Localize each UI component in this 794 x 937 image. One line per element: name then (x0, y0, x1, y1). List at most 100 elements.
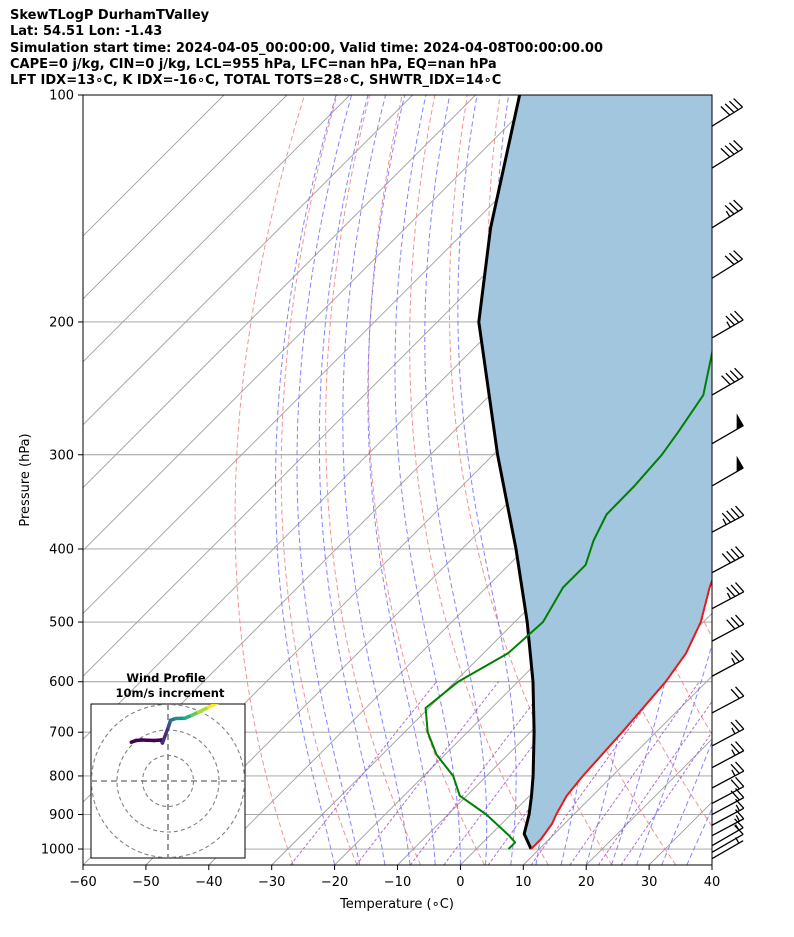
dry-adiabat (448, 95, 613, 865)
chart-header: SkewTLogP DurhamTValley Lat: 54.51 Lon: … (10, 8, 790, 89)
wind-barb (711, 98, 743, 127)
y-tick-label: 1000 (41, 843, 74, 858)
mixing-ratio-line (569, 681, 700, 865)
isotherm (83, 95, 351, 363)
inset-title: Wind Profile (126, 671, 206, 685)
moist-adiabat (636, 642, 712, 865)
x-tick-label: 30 (641, 875, 658, 890)
x-tick-label: −30 (258, 875, 285, 890)
isotherm (711, 864, 712, 865)
moist-adiabat (275, 95, 337, 865)
cape-line: CAPE=0 j/kg, CIN=0 j/kg, LCL=955 hPa, LF… (10, 56, 497, 72)
moist-adiabat (424, 95, 488, 865)
y-axis-label: Pressure (hPa) (18, 433, 33, 526)
x-tick-label: 0 (456, 875, 464, 890)
x-tick-label: −40 (195, 875, 222, 890)
isotherm (397, 549, 712, 865)
moist-adiabat (686, 807, 712, 865)
isotherm (83, 95, 288, 300)
x-tick-label: −50 (132, 875, 159, 890)
y-tick-label: 800 (49, 769, 74, 784)
dry-adiabat (761, 95, 794, 865)
wind-barbs (711, 98, 745, 860)
y-tick-label: 500 (49, 616, 74, 631)
profile-lines (424, 95, 712, 850)
cin-shading (478, 95, 712, 849)
mixing-ratio-line (530, 681, 664, 865)
dry-adiabat (325, 95, 422, 865)
x-tick-label: −10 (384, 875, 411, 890)
y-tick-label: 400 (49, 542, 74, 557)
mixing-ratio-line (620, 731, 712, 865)
dry-adiabat (234, 95, 305, 865)
wind-barb (711, 761, 745, 789)
isotherm (83, 95, 225, 237)
wind-barb (711, 776, 745, 804)
temperature-line (530, 577, 712, 850)
moist-adiabat (296, 95, 361, 865)
isotherm (334, 486, 712, 865)
x-tick-label: −60 (69, 875, 96, 890)
wind-barb (711, 455, 744, 487)
wind-barb (711, 199, 743, 229)
hodograph-segment (160, 724, 171, 745)
wind-barb (711, 614, 745, 642)
mixing-ratio-line (290, 681, 437, 865)
x-tick-label: 20 (578, 875, 595, 890)
moist-adiabat (610, 95, 685, 865)
index-line: LFT IDX=13∘C, K IDX=-16∘C, TOTAL TOTS=28… (10, 73, 502, 89)
wind-barb (711, 546, 745, 574)
x-tick-label: 10 (515, 875, 532, 890)
isotherm (83, 95, 476, 489)
dry-adiabat (409, 95, 549, 865)
parcel-shading (478, 95, 712, 849)
moist-adiabat (661, 740, 712, 865)
y-tick-label: 600 (49, 675, 74, 690)
isotherm (83, 95, 414, 426)
wind-barb (711, 139, 743, 169)
x-tick-label: −20 (321, 875, 348, 890)
isotherm (83, 95, 602, 615)
x-axis-label: Temperature (∘C) (339, 897, 454, 912)
station-title: SkewTLogP DurhamTValley (10, 8, 210, 23)
inset-subtitle: 10m/s increment (116, 686, 225, 700)
wind-barb (711, 686, 745, 714)
y-tick-label: 300 (49, 448, 74, 463)
wind-barb (711, 809, 745, 837)
wind-barb (711, 413, 744, 445)
wind-barb (711, 310, 744, 339)
simulation-time-line: Simulation start time: 2024-04-05_00:00:… (10, 40, 603, 56)
dewpoint-line (424, 348, 712, 850)
dry-adiabat (367, 95, 485, 865)
moist-adiabat (367, 95, 436, 865)
hodograph-segment (207, 704, 219, 709)
wind-barb (711, 818, 744, 847)
x-tick-label: 40 (704, 875, 721, 890)
moist-adiabat (342, 95, 411, 865)
mixing-ratio-line (409, 681, 550, 865)
y-tick-label: 700 (49, 726, 74, 741)
isotherm (522, 675, 712, 865)
wind-barb (711, 837, 744, 860)
y-tick-label: 200 (49, 315, 74, 330)
dry-adiabat (280, 95, 358, 865)
x-axis-ticks: −60 −50 −40 −30 −20 −10 0 10 20 30 40 (69, 865, 720, 890)
hodograph-segment (196, 705, 211, 714)
isotherm (83, 95, 539, 552)
wind-barb (711, 719, 745, 747)
y-tick-label: 100 (49, 89, 74, 104)
mixing-ratio-line (597, 700, 712, 865)
moist-adiabat (318, 95, 386, 865)
y-tick-label: 900 (49, 808, 74, 823)
mixing-ratio-line (355, 681, 499, 865)
wind-barb (711, 505, 745, 533)
wind-barb (711, 741, 745, 769)
wind-barb (711, 250, 743, 279)
y-axis-ticks: 1000 900 800 700 600 500 400 300 200 100 (41, 89, 83, 858)
lat-lon-line: Lat: 54.51 Lon: -1.43 (10, 24, 163, 40)
parcel-profile-line (477, 95, 536, 850)
moist-adiabat (394, 95, 461, 865)
wind-barb (711, 582, 745, 610)
